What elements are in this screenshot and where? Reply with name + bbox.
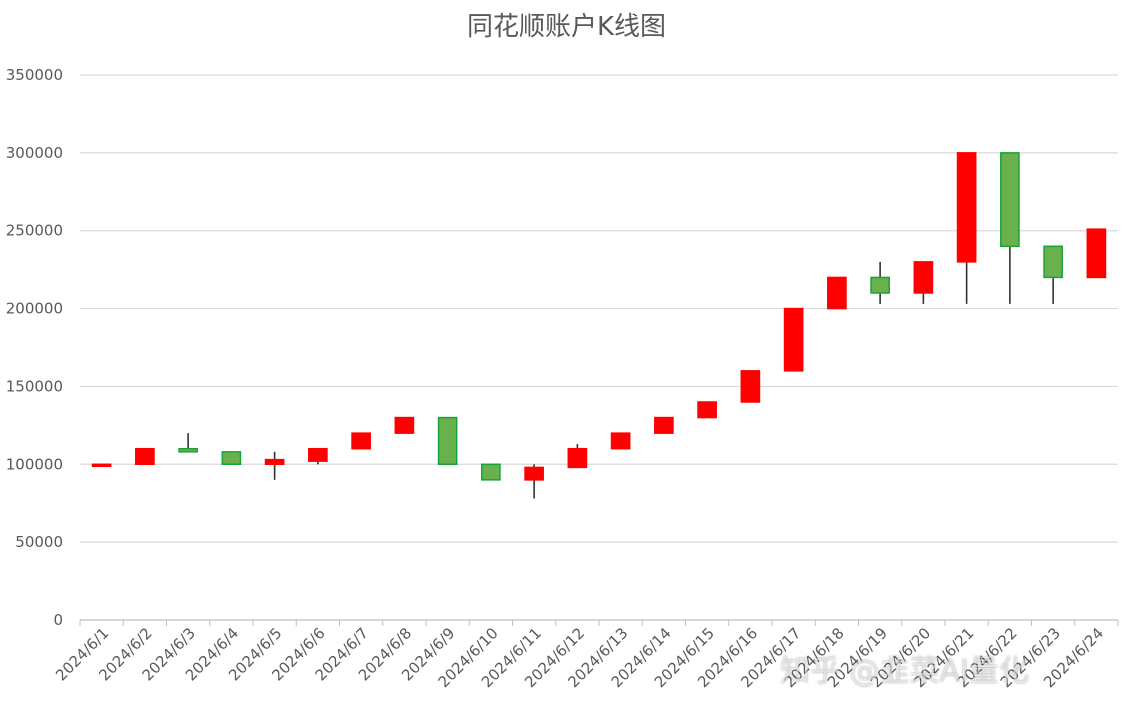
watermark: 知乎 @韭菜AI量化 — [780, 654, 1029, 689]
candle-body — [654, 416, 674, 434]
candle-body — [870, 276, 890, 294]
candle-body — [827, 276, 847, 310]
candle-body — [437, 416, 458, 466]
chart-title: 同花顺账户K线图 — [466, 12, 667, 42]
candle-body — [913, 261, 934, 294]
candle-body — [178, 447, 198, 453]
candle-body — [956, 152, 977, 263]
candle-body — [567, 447, 588, 469]
candle-body — [351, 432, 371, 450]
y-tick-label: 0 — [53, 611, 63, 629]
y-tick-label: 100000 — [6, 455, 63, 473]
candle-body — [610, 432, 631, 450]
y-tick-label: 350000 — [6, 66, 63, 84]
candle-body — [1000, 152, 1020, 248]
candle-body — [135, 447, 155, 466]
candle-body — [783, 307, 804, 372]
candle-body — [1043, 245, 1063, 279]
candle-body — [221, 451, 242, 466]
y-tick-label: 200000 — [6, 300, 63, 318]
y-tick-label: 300000 — [6, 144, 63, 162]
y-tick-label: 50000 — [15, 533, 63, 551]
candle-body — [1086, 228, 1107, 279]
y-tick-label: 250000 — [6, 222, 63, 240]
candle-body — [91, 463, 112, 468]
y-tick-label: 150000 — [6, 377, 63, 395]
candle-body — [308, 447, 328, 462]
candle-body — [481, 463, 501, 481]
candle-body — [524, 466, 544, 481]
candle-body — [394, 416, 415, 434]
candle-body — [697, 401, 717, 419]
candle-body — [264, 458, 285, 466]
candle-body — [740, 370, 761, 403]
